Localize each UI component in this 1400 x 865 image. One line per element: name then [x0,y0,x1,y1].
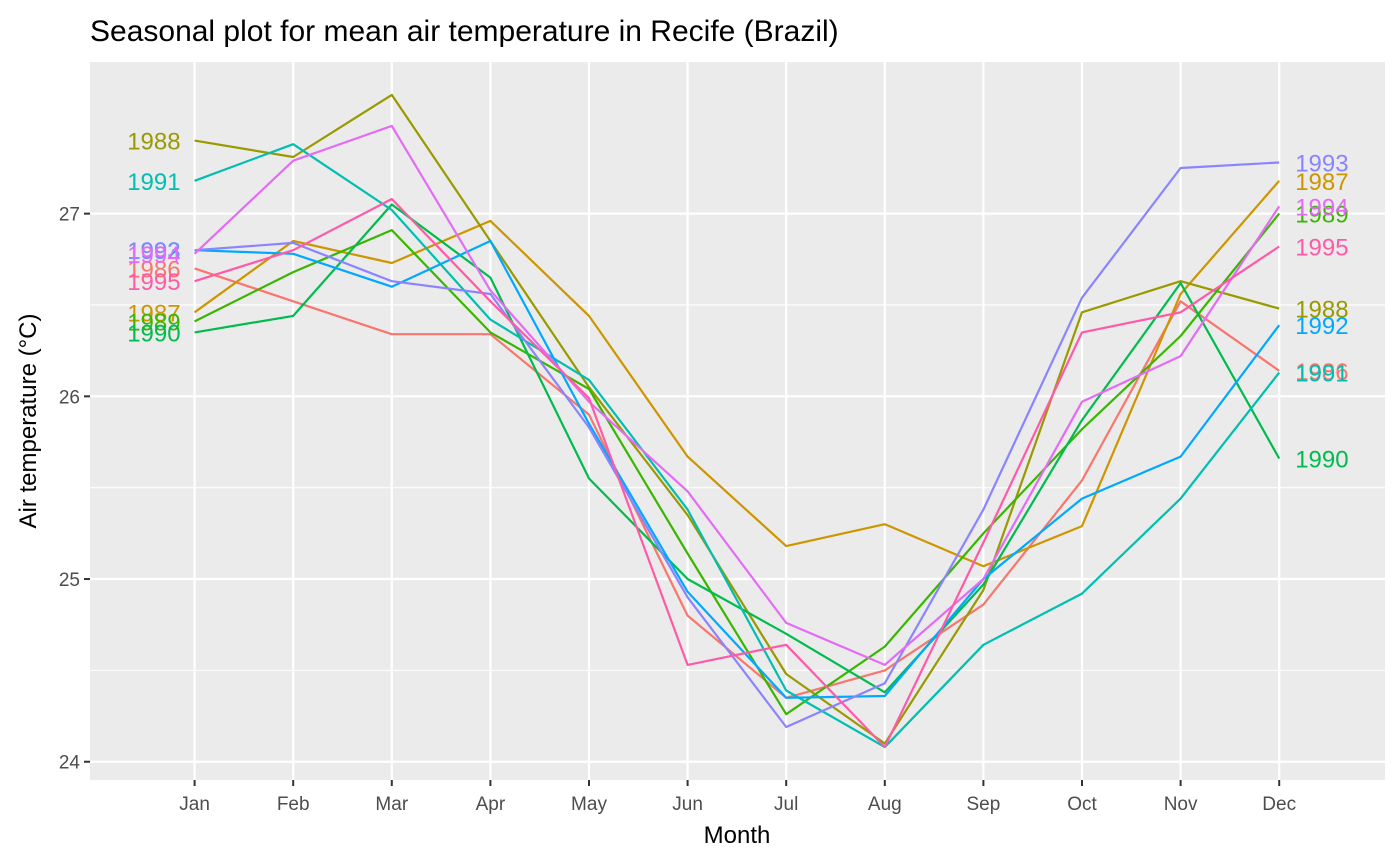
year-label-start-1988: 1988 [127,129,180,156]
x-tick-label: Jun [672,794,703,815]
year-label-end-1988: 1988 [1295,297,1348,324]
chart-title: Seasonal plot for mean air temperature i… [90,15,839,48]
series-line-1990 [194,203,1281,694]
x-tick-label: Feb [277,794,310,815]
x-axis: Jan Feb Mar Apr May Jun Jul Aug Sep Oct Nov Dec [179,780,1296,815]
x-tick-label: Jan [179,794,210,815]
year-label-start-1991: 1991 [127,169,180,196]
year-label-end-1991: 1991 [1295,361,1348,388]
y-tick-label: 24 [59,753,81,774]
year-label-start-1993: 1993 [127,238,180,265]
year-label-start-1992: 1992 [127,238,180,265]
x-tick-label: Aug [868,794,902,815]
series-line-1991 [194,143,1281,749]
series-line-1989 [194,212,1281,716]
series-lines [193,93,1281,749]
series-line-1988 [194,93,1280,745]
y-tick-label: 27 [59,205,80,226]
year-labels: 1986198619871987198819881989198919901990… [127,129,1348,474]
year-label-start-1986: 1986 [127,256,180,283]
series-line-1987 [193,180,1281,568]
x-tick-label: Nov [1164,794,1198,815]
x-tick-label: Apr [476,794,506,815]
year-label-start-1989: 1989 [127,309,180,336]
x-tick-label: Sep [966,794,1000,815]
series-line-1986 [194,267,1280,699]
x-tick-label: May [571,794,607,815]
year-label-end-1989: 1989 [1295,202,1348,229]
series-line-1995 [194,197,1280,749]
y-tick-label: 25 [59,570,80,591]
year-label-end-1990: 1990 [1295,446,1348,473]
x-tick-label: Oct [1067,794,1097,815]
year-label-end-1995: 1995 [1295,235,1348,262]
x-tick-label: Mar [375,794,408,815]
y-axis: 24 25 26 27 [59,205,90,774]
y-axis-title: Air temperature (°C) [15,314,42,529]
x-axis-title: Month [704,822,771,849]
series-line-1992 [194,239,1281,699]
year-label-end-1993: 1993 [1295,150,1348,177]
year-label-end-1987: 1987 [1295,169,1348,196]
year-label-start-1987: 1987 [127,300,180,327]
year-label-start-1994: 1994 [127,242,180,269]
y-tick-label: 26 [59,387,80,408]
year-label-end-1992: 1992 [1295,313,1348,340]
x-tick-label: Jul [774,794,798,815]
major-gridlines [90,62,1385,780]
year-label-end-1986: 1986 [1295,359,1348,386]
series-line-1994 [193,124,1281,667]
year-label-start-1990: 1990 [127,320,180,347]
x-tick-label: Dec [1262,794,1296,815]
year-label-end-1994: 1994 [1295,194,1348,221]
year-label-start-1995: 1995 [127,269,180,296]
series-line-1993 [194,161,1280,729]
